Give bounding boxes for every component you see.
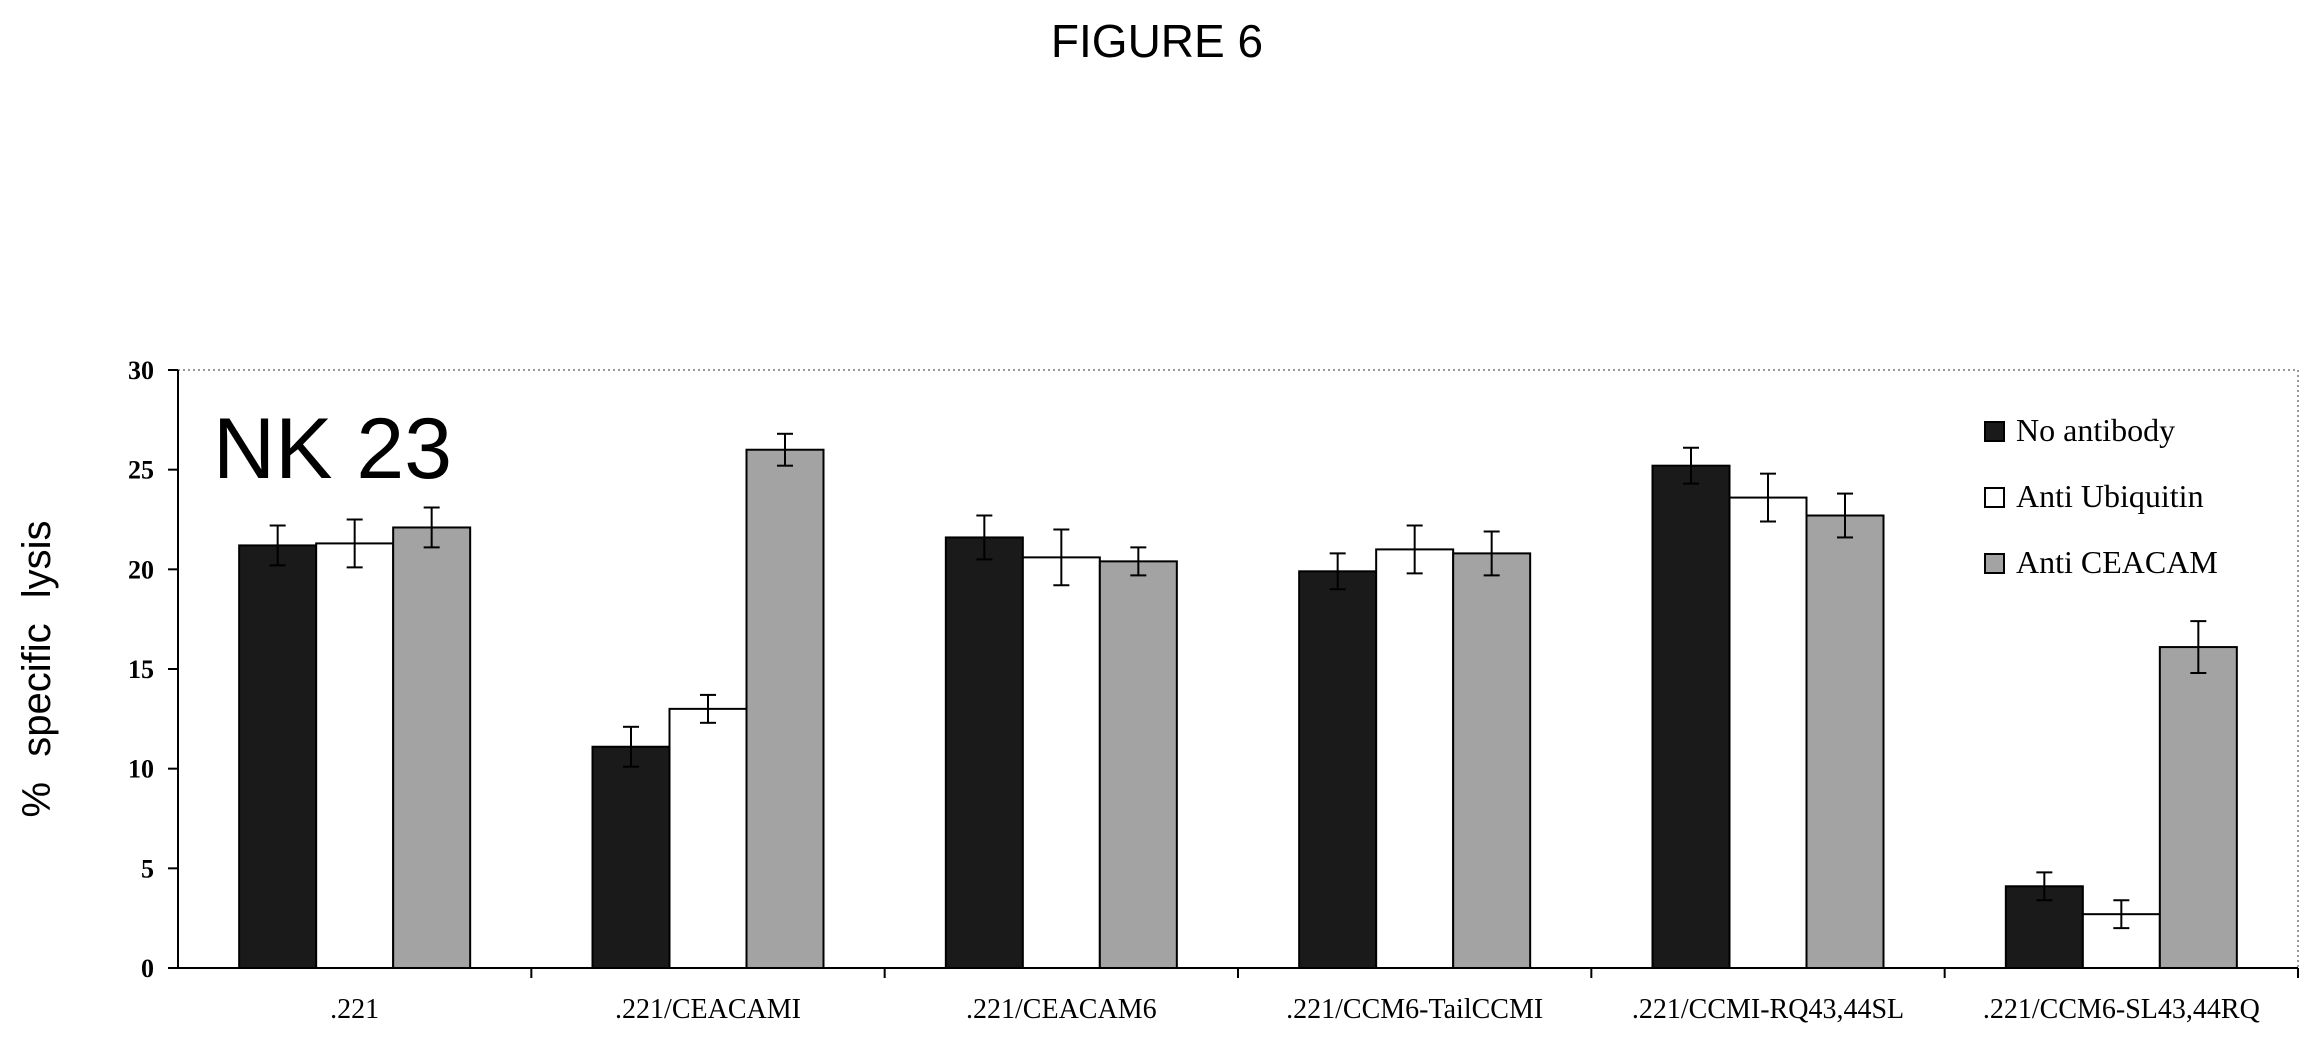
plot-frame bbox=[177, 369, 2299, 969]
bar-anti-ceacam bbox=[1805, 514, 1885, 969]
y-tick-label: 15 bbox=[128, 655, 154, 684]
bar-no-antibody bbox=[238, 544, 318, 969]
x-category-label: .221/CEACAM6 bbox=[966, 994, 1157, 1025]
bar-anti-ubiquitin bbox=[1021, 556, 1101, 970]
y-tick-label: 20 bbox=[128, 555, 154, 584]
legend-swatch bbox=[1984, 421, 2005, 442]
legend-label: Anti CEACAM bbox=[2016, 544, 2218, 580]
y-tick-label: 0 bbox=[141, 954, 154, 983]
bar-anti-ceacam bbox=[2158, 646, 2238, 969]
panel-label: NK 23 bbox=[213, 401, 452, 497]
y-tick-label: 5 bbox=[141, 854, 154, 883]
legend-swatch bbox=[1984, 487, 2005, 508]
y-axis-label: % specific lysis bbox=[15, 521, 59, 818]
bar-no-antibody bbox=[1651, 464, 1731, 969]
legend-label: Anti Ubiquitin bbox=[2016, 478, 2204, 514]
bar-anti-ubiquitin bbox=[1375, 548, 1455, 970]
y-tick-label: 10 bbox=[128, 755, 154, 784]
x-category-label: .221/CCM6-TailCCMI bbox=[1286, 994, 1543, 1025]
bar-no-antibody bbox=[591, 745, 671, 969]
x-category-label: .221/CCM6-SL43,44RQ bbox=[1983, 994, 2260, 1025]
y-tick-label: 25 bbox=[128, 456, 154, 485]
bar-anti-ceacam bbox=[1098, 560, 1178, 969]
x-category-label: .221/CCMI-RQ43,44SL bbox=[1632, 994, 1904, 1025]
bar-no-antibody bbox=[1298, 570, 1378, 969]
figure-title: FIGURE 6 bbox=[1050, 15, 1264, 67]
bar-anti-ceacam bbox=[1452, 552, 1532, 969]
bar-anti-ceacam bbox=[745, 448, 825, 969]
legend-swatch bbox=[1984, 553, 2005, 574]
legend-label: No antibody bbox=[2016, 412, 2175, 448]
x-category-label: .221/CEACAMI bbox=[615, 994, 801, 1025]
bar-anti-ubiquitin bbox=[668, 707, 748, 969]
x-category-label: .221 bbox=[330, 994, 379, 1025]
bar-anti-ubiquitin bbox=[1728, 496, 1808, 969]
bar-no-antibody bbox=[944, 536, 1024, 969]
y-tick-label: 30 bbox=[128, 356, 154, 385]
bar-anti-ceacam bbox=[392, 526, 472, 969]
bar-anti-ubiquitin bbox=[315, 542, 395, 969]
